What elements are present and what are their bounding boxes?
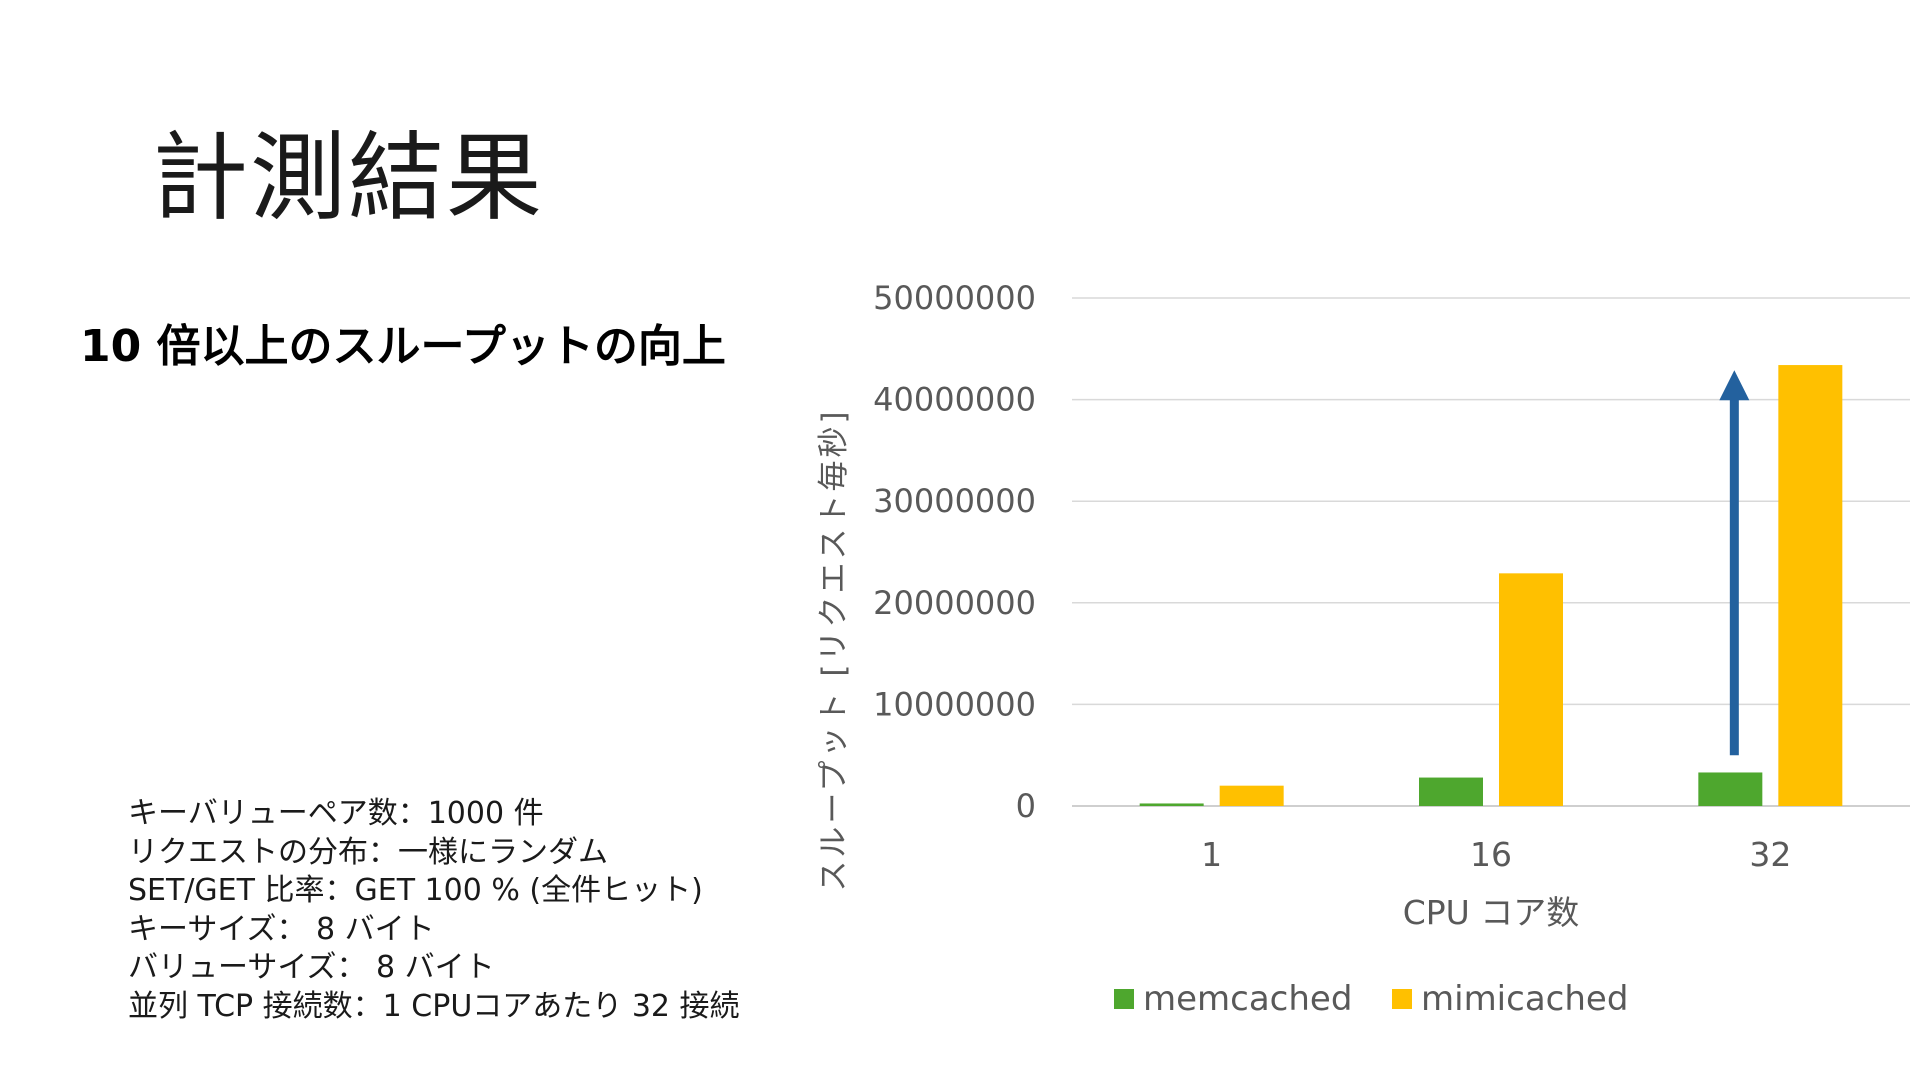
y-tick-label: 20000000 <box>873 584 1036 622</box>
condition-key-size: キーサイズ： 8 バイト <box>128 911 435 947</box>
legend: memcached mimicached <box>1114 979 1628 1019</box>
bar-mimicached-32 <box>1778 365 1843 806</box>
legend-swatch-mimicached <box>1392 989 1412 1009</box>
y-tick-labels: 0 10000000 20000000 30000000 40000000 5000000… <box>873 279 1036 825</box>
slide-title: 計測結果 <box>152 122 544 234</box>
bars <box>1139 365 1843 806</box>
condition-kv-pairs: キーバリューペア数：1000 件 <box>128 796 544 831</box>
gridlines <box>1072 297 1910 807</box>
bar-memcached-16 <box>1419 777 1483 806</box>
x-axis-label: CPU コア数 <box>1403 893 1580 932</box>
conditions-list: キーバリューペア数：1000 件 リクエストの分布：一様にランダム SET/GE… <box>128 795 740 1026</box>
headline: 10 倍以上のスループットの向上 <box>80 321 726 372</box>
x-tick-labels: 1 16 32 <box>1201 835 1791 874</box>
legend-swatch-memcached <box>1114 989 1134 1009</box>
condition-distribution: リクエストの分布：一様にランダム <box>128 834 608 870</box>
x-tick-label: 16 <box>1470 835 1512 874</box>
arrow-head <box>1719 370 1750 401</box>
condition-value-size: バリューサイズ： 8 バイト <box>128 950 495 985</box>
x-tick-label: 32 <box>1749 835 1791 874</box>
y-tick-label: 50000000 <box>873 279 1036 317</box>
legend-label-mimicached: mimicached <box>1421 979 1628 1019</box>
x-tick-label: 1 <box>1201 835 1222 874</box>
y-tick-label: 0 <box>1016 787 1036 825</box>
bar-memcached-1 <box>1139 803 1204 806</box>
bar-memcached-32 <box>1698 772 1763 806</box>
bar-mimicached-1 <box>1219 785 1284 806</box>
y-tick-label: 10000000 <box>873 685 1036 723</box>
annotation <box>1719 370 1750 756</box>
bar-mimicached-16 <box>1499 573 1563 806</box>
condition-connections: 並列 TCP 接続数：1 CPUコアあたり 32 接続 <box>128 988 740 1024</box>
y-tick-label: 40000000 <box>873 381 1036 419</box>
y-tick-label: 30000000 <box>873 482 1036 520</box>
y-axis-label: スループット [リクエスト毎秒] <box>816 408 852 891</box>
condition-set-get-ratio: SET/GET 比率：GET 100 % (全件ヒット) <box>128 873 703 908</box>
legend-label-memcached: memcached <box>1143 979 1352 1019</box>
